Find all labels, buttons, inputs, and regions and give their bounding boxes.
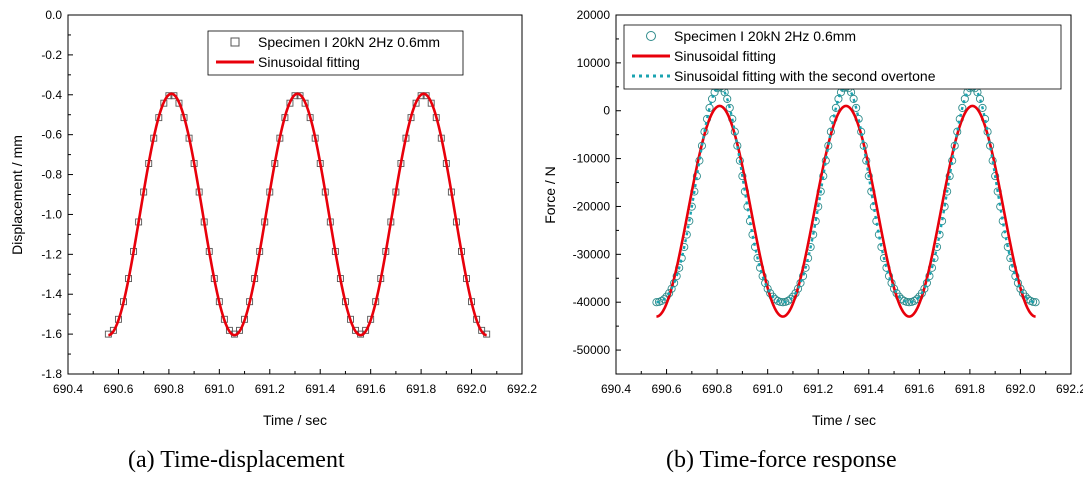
legend-box-a bbox=[207, 30, 464, 76]
data-point bbox=[417, 92, 425, 100]
series-line-fit bbox=[656, 104, 1036, 318]
data-point bbox=[849, 94, 858, 103]
legend-label: Specimen I 20kN 2Hz 0.6mm bbox=[674, 28, 856, 44]
chart-time-force: 690.4 690.6 690.8 691.0 691.2 691.4 691.6 691.8… bbox=[542, 8, 1083, 428]
legend-square-icon bbox=[230, 37, 240, 47]
data-point bbox=[902, 297, 911, 306]
x-tick-label: 690.6 bbox=[652, 382, 682, 396]
legend-b: Specimen I 20kN 2Hz 0.6mm Sinusoidal fitt… bbox=[623, 24, 1062, 90]
y-tick-label: -0.4 bbox=[41, 88, 62, 102]
y-ticks-a: 0.0 -0.2 -0.4 -0.6 -0.8 -1.0 -1.2 -1.4 -1.6 -1.8 bbox=[41, 8, 73, 381]
y-tick-label: 0.0 bbox=[45, 8, 62, 22]
x-tick-label: 690.8 bbox=[702, 382, 732, 396]
x-ticks-b: 690.4 690.6 690.8 691.0 691.2 691.4 691.6 691.8… bbox=[601, 369, 1083, 396]
caption-b: (b) Time-force response bbox=[666, 447, 897, 473]
plot-area-b: 690.4 690.6 690.8 691.0 691.2 691.4 691.6 691.8… bbox=[573, 8, 1083, 396]
x-tick-label: 690.4 bbox=[601, 382, 631, 396]
series-line-overtone bbox=[656, 85, 1036, 304]
x-tick-label: 692.2 bbox=[1056, 382, 1083, 396]
y-tick-label: -1.6 bbox=[41, 327, 62, 341]
y-axis-label-a: Displacement / mm bbox=[9, 135, 25, 255]
y-tick-label: 20000 bbox=[577, 8, 611, 22]
data-point bbox=[1029, 297, 1038, 306]
y-tick-label: -1.4 bbox=[41, 287, 62, 301]
x-tick-label: 691.4 bbox=[854, 382, 884, 396]
legend-label: Sinusoidal fitting bbox=[674, 48, 776, 64]
y-tick-label: 0 bbox=[603, 104, 610, 118]
data-point bbox=[978, 103, 987, 112]
x-tick-label: 691.6 bbox=[356, 382, 386, 396]
data-point bbox=[652, 298, 661, 307]
x-tick-label: 691.2 bbox=[803, 382, 833, 396]
y-tick-label: -30000 bbox=[573, 247, 611, 261]
y-tick-label: -1.2 bbox=[41, 247, 62, 261]
x-tick-label: 692.0 bbox=[457, 382, 487, 396]
data-point bbox=[723, 94, 732, 103]
y-tick-label: -0.8 bbox=[41, 168, 62, 182]
y-tick-label: -0.2 bbox=[41, 48, 62, 62]
data-point bbox=[170, 92, 178, 100]
chart-time-displacement: 690.4 690.6 690.8 691.0 691.2 691.4 691.6 691.8… bbox=[9, 8, 537, 428]
y-tick-label: -1.8 bbox=[41, 367, 62, 381]
y-tick-label: -1.0 bbox=[41, 207, 62, 221]
x-tick-label: 691.4 bbox=[305, 382, 335, 396]
data-point bbox=[725, 103, 734, 112]
y-tick-label: -0.6 bbox=[41, 128, 62, 142]
data-point bbox=[852, 103, 861, 112]
x-tick-label: 690.4 bbox=[53, 382, 83, 396]
caption-a: (a) Time-displacement bbox=[128, 447, 345, 473]
y-tick-label: -50000 bbox=[573, 343, 611, 357]
series-line-fit bbox=[108, 92, 487, 337]
x-axis-label-a: Time / sec bbox=[263, 412, 327, 428]
data-point bbox=[296, 92, 304, 100]
y-ticks-b: 20000 10000 0 -10000 -20000 -30000 -40000 -5000… bbox=[573, 8, 621, 357]
data-point bbox=[422, 92, 430, 100]
legend-label: Sinusoidal fitting with the second overt… bbox=[674, 68, 936, 84]
x-tick-label: 691.8 bbox=[955, 382, 985, 396]
x-tick-label: 690.6 bbox=[103, 382, 133, 396]
legend-circle-icon bbox=[646, 31, 656, 41]
y-tick-label: -10000 bbox=[573, 152, 611, 166]
data-point bbox=[958, 103, 967, 112]
y-tick-label: -40000 bbox=[573, 295, 611, 309]
x-tick-label: 691.6 bbox=[904, 382, 934, 396]
plot-area-a: 690.4 690.6 690.8 691.0 691.2 691.4 691.6 691.8… bbox=[41, 8, 537, 396]
data-point bbox=[705, 103, 714, 112]
series-a bbox=[104, 92, 491, 338]
series-b bbox=[652, 82, 1040, 318]
data-point bbox=[165, 92, 173, 100]
legend-box-b bbox=[623, 24, 1062, 90]
legend-label: Specimen I 20kN 2Hz 0.6mm bbox=[258, 34, 440, 50]
data-point bbox=[831, 103, 840, 112]
x-tick-label: 692.0 bbox=[1005, 382, 1035, 396]
x-ticks-a: 690.4 690.6 690.8 691.0 691.2 691.4 691.6 691.8… bbox=[53, 369, 537, 396]
x-tick-label: 691.8 bbox=[406, 382, 436, 396]
x-tick-label: 691.0 bbox=[204, 382, 234, 396]
x-tick-label: 691.2 bbox=[255, 382, 285, 396]
legend-label: Sinusoidal fitting bbox=[258, 54, 360, 70]
y-tick-label: 10000 bbox=[577, 56, 611, 70]
x-tick-label: 692.2 bbox=[507, 382, 537, 396]
x-tick-label: 691.0 bbox=[753, 382, 783, 396]
y-tick-label: -20000 bbox=[573, 199, 611, 213]
x-axis-label-b: Time / sec bbox=[812, 412, 876, 428]
legend-a: Specimen I 20kN 2Hz 0.6mm Sinusoidal fitt… bbox=[207, 30, 464, 76]
x-tick-label: 690.8 bbox=[154, 382, 184, 396]
y-axis-label-b: Force / N bbox=[542, 166, 558, 224]
data-point bbox=[291, 92, 299, 100]
